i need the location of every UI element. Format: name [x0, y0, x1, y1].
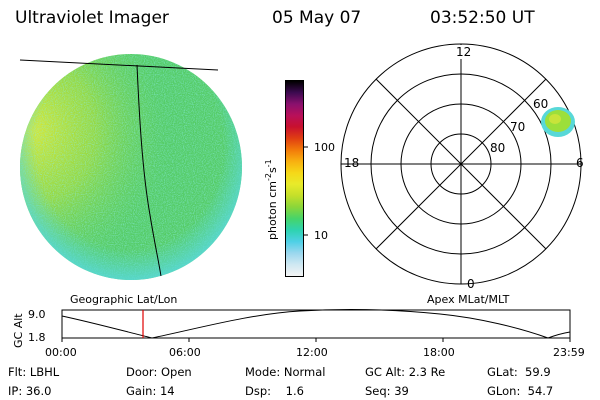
orbit-xtick-2359: 23:59 — [553, 346, 585, 359]
mlt-label-6: 6 — [576, 156, 584, 170]
orbit-xtick-0600: 06:00 — [169, 346, 201, 359]
apex-label: Apex MLat/MLT — [427, 293, 510, 306]
dsp-info: Dsp: 1.6 — [245, 384, 304, 398]
longitude-line — [136, 64, 162, 277]
color-scale-axis: 100 10 photon cm-2s-1 — [264, 141, 335, 242]
gc-alt-info: GC Alt: 2.3 Re — [365, 365, 446, 379]
ip-info: IP: 36.0 — [8, 384, 52, 398]
orbit-xtick-0000: 00:00 — [45, 346, 77, 359]
mlt-label-12: 12 — [456, 45, 472, 59]
orbit-ylabel: GC Alt — [12, 313, 25, 348]
orbit-xtick-1200: 12:00 — [296, 346, 328, 359]
colorbar-tick-100: 100 — [314, 141, 335, 154]
mlt-label-0: 0 — [467, 277, 475, 291]
colorbar-unit-label: photon cm-2s-1 — [264, 159, 279, 240]
earth-disk — [20, 54, 242, 280]
mlat-label-60: 60 — [533, 97, 549, 111]
instrument-title: Ultraviolet Imager — [15, 8, 169, 28]
orbit-ytick-high: 9.0 — [28, 308, 46, 321]
mlt-diagonal-2 — [375, 78, 547, 250]
orbit-xtick-1800: 18:00 — [423, 346, 455, 359]
colorbar-tick-10: 10 — [314, 229, 328, 242]
geographic-label: Geographic Lat/Lon — [70, 293, 178, 306]
door-info: Door: Open — [126, 365, 192, 379]
seq-info: Seq: 39 — [365, 384, 409, 398]
date-label: 05 May 07 — [272, 8, 362, 28]
geographic-image-panel — [19, 54, 242, 280]
gain-info: Gain: 14 — [126, 384, 175, 398]
orbit-plot-frame — [61, 309, 571, 339]
polar-dial-panel — [340, 43, 582, 285]
time-label: 03:52:50 UT — [430, 8, 535, 28]
auroral-blob — [541, 107, 575, 137]
mlt-label-18: 18 — [344, 156, 360, 170]
orbit-altitude-curve — [61, 309, 571, 339]
mlat-label-80: 80 — [490, 141, 506, 155]
orbit-ytick-low: 1.8 — [28, 331, 46, 344]
color-scale-bar — [285, 80, 304, 277]
orbit-altitude-plot: GC Alt 9.0 1.8 — [12, 308, 571, 348]
mlat-label-70: 70 — [510, 120, 526, 134]
mode-info: Mode: Normal — [245, 365, 326, 379]
glon-info: GLon: 54.7 — [487, 384, 554, 398]
latitude-line — [19, 59, 219, 71]
filter-info: Flt: LBHL — [8, 365, 60, 379]
glat-info: GLat: 59.9 — [487, 365, 551, 379]
